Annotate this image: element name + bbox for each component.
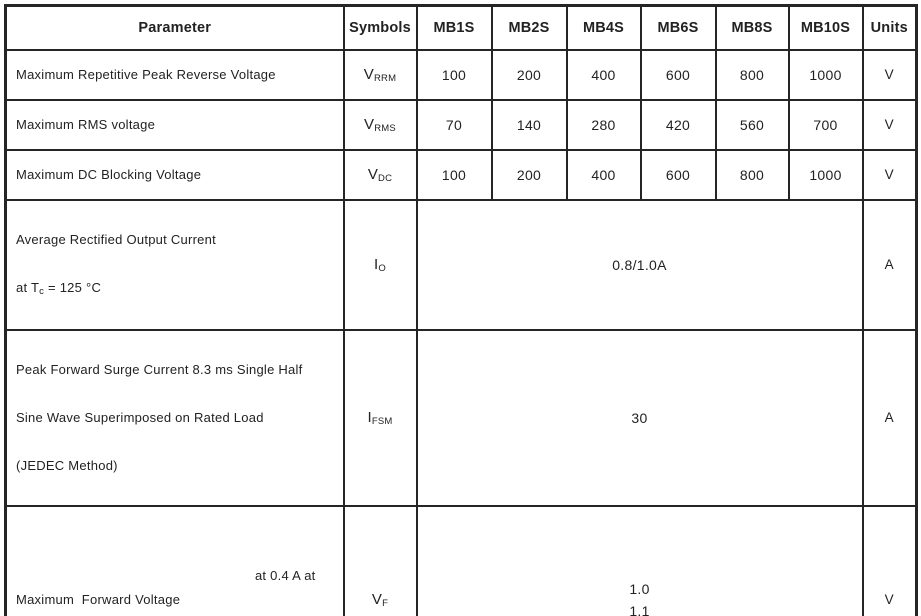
- param-text: Maximum Repetitive Peak Reverse Voltage: [16, 67, 276, 82]
- value-cell-mb2s: 200: [490, 48, 568, 101]
- param-line-1: Average Rectified Output Current: [16, 231, 216, 247]
- col-header-parameter: Parameter: [4, 4, 345, 51]
- value-cell-mb8s: 800: [714, 48, 790, 101]
- param-cell: Peak Forward Surge Current 8.3 ms Single…: [4, 328, 345, 507]
- ratings-table: Parameter Symbols MB1S MB2S MB4S MB6S MB…: [4, 4, 918, 616]
- condition-line-1: at 0.4 A at: [254, 567, 316, 583]
- symbol-subscript: RRM: [373, 73, 397, 85]
- symbol-base: V: [364, 116, 375, 133]
- col-header-mb2s: MB2S: [490, 4, 568, 51]
- unit-cell: V: [861, 48, 918, 101]
- value-cell-mb2s: 200: [490, 148, 568, 201]
- col-header-mb4s: MB4S: [565, 4, 642, 51]
- value-cell-mb6s: 420: [639, 98, 717, 151]
- merged-value-cell: 0.8/1.0A: [415, 198, 864, 331]
- merged-value-cell: 1.0 1.1: [415, 504, 864, 616]
- symbol-base: V: [367, 166, 379, 183]
- symbol-subscript: RMS: [374, 123, 396, 135]
- symbol-cell: VDC: [342, 148, 418, 201]
- value-cell-mb10s: 1000: [787, 148, 864, 201]
- symbol-base: V: [363, 66, 374, 83]
- param-line-1: Peak Forward Surge Current 8.3 ms Single…: [16, 361, 303, 377]
- test-condition: at 0.4 A at 0.8 A/1.0A: [254, 537, 317, 616]
- symbol-subscript: O: [378, 263, 386, 275]
- unit-cell: V: [861, 98, 918, 151]
- value-cell-mb10s: 1000: [787, 48, 864, 101]
- value-cell-mb1s: 100: [415, 148, 493, 201]
- row-vrrm: Maximum Repetitive Peak Reverse Voltage …: [4, 48, 918, 101]
- header-row: Parameter Symbols MB1S MB2S MB4S MB6S MB…: [4, 4, 918, 51]
- value-cell-mb1s: 100: [415, 48, 493, 101]
- param-line-2-subscript: c: [39, 285, 45, 297]
- unit-cell: V: [861, 148, 918, 201]
- col-header-mb8s: MB8S: [714, 4, 790, 51]
- symbol-base: I: [367, 409, 372, 426]
- symbol-cell: VRRM: [342, 48, 418, 101]
- col-header-mb10s: MB10S: [787, 4, 864, 51]
- param-line-2: at Tc = 125 °C: [16, 279, 339, 299]
- col-header-symbols: Symbols: [342, 4, 418, 51]
- param-cell: Maximum Forward Voltage at 0.4 A at 0.8 …: [4, 504, 345, 616]
- param-line-2-pre: at T: [16, 279, 40, 295]
- symbol-subscript: F: [382, 598, 389, 610]
- param-text: Maximum RMS voltage: [16, 117, 156, 132]
- param-line-2: Sine Wave Superimposed on Rated Load: [16, 409, 264, 425]
- value-cell-mb8s: 560: [714, 98, 790, 151]
- col-header-units: Units: [861, 4, 918, 51]
- merged-value-cell: 30: [415, 328, 864, 507]
- symbol-subscript: DC: [378, 173, 393, 185]
- symbol-cell: VRMS: [342, 98, 418, 151]
- param-cell: Maximum DC Blocking Voltage: [4, 148, 345, 201]
- param-line-2-post: = 125 °C: [44, 279, 102, 295]
- value-cell-mb8s: 800: [714, 148, 790, 201]
- value-cell-mb6s: 600: [639, 48, 717, 101]
- value-line-1: 1.0: [629, 580, 650, 597]
- unit-cell: A: [861, 328, 918, 507]
- col-header-mb6s: MB6S: [639, 4, 717, 51]
- value-cell-mb2s: 140: [490, 98, 568, 151]
- param-line-3: (JEDEC Method): [16, 457, 118, 473]
- symbol-base: I: [374, 256, 379, 273]
- symbol-base: V: [371, 591, 383, 608]
- symbol-cell: IO: [342, 198, 418, 331]
- value-cell-mb1s: 70: [415, 98, 493, 151]
- param-cell: Average Rectified Output Current at Tc =…: [4, 198, 345, 331]
- row-vrms: Maximum RMS voltage VRMS 70 140 280 420 …: [4, 98, 918, 151]
- param-text: Maximum Forward Voltage: [16, 592, 181, 607]
- param-cell: Maximum Repetitive Peak Reverse Voltage: [4, 48, 345, 101]
- value-cell-mb6s: 600: [639, 148, 717, 201]
- param-flex-wrap: Maximum Forward Voltage at 0.4 A at 0.8 …: [16, 537, 339, 616]
- value-cell-mb10s: 700: [787, 98, 864, 151]
- row-ifsm: Peak Forward Surge Current 8.3 ms Single…: [4, 328, 918, 507]
- value-cell-mb4s: 400: [565, 148, 642, 201]
- param-cell: Maximum RMS voltage: [4, 98, 345, 151]
- symbol-subscript: FSM: [371, 416, 393, 428]
- unit-cell: V: [861, 504, 918, 616]
- row-vf: Maximum Forward Voltage at 0.4 A at 0.8 …: [4, 504, 918, 616]
- col-header-mb1s: MB1S: [415, 4, 493, 51]
- value-cell-mb4s: 280: [565, 98, 642, 151]
- symbol-cell: IFSM: [342, 328, 418, 507]
- value-cell-mb4s: 400: [565, 48, 642, 101]
- value-line-2: 1.1: [629, 602, 650, 616]
- symbol-cell: VF: [342, 504, 418, 616]
- param-text: Maximum DC Blocking Voltage: [16, 167, 202, 182]
- unit-cell: A: [861, 198, 918, 331]
- row-vdc: Maximum DC Blocking Voltage VDC 100 200 …: [4, 148, 918, 201]
- row-io: Average Rectified Output Current at Tc =…: [4, 198, 918, 331]
